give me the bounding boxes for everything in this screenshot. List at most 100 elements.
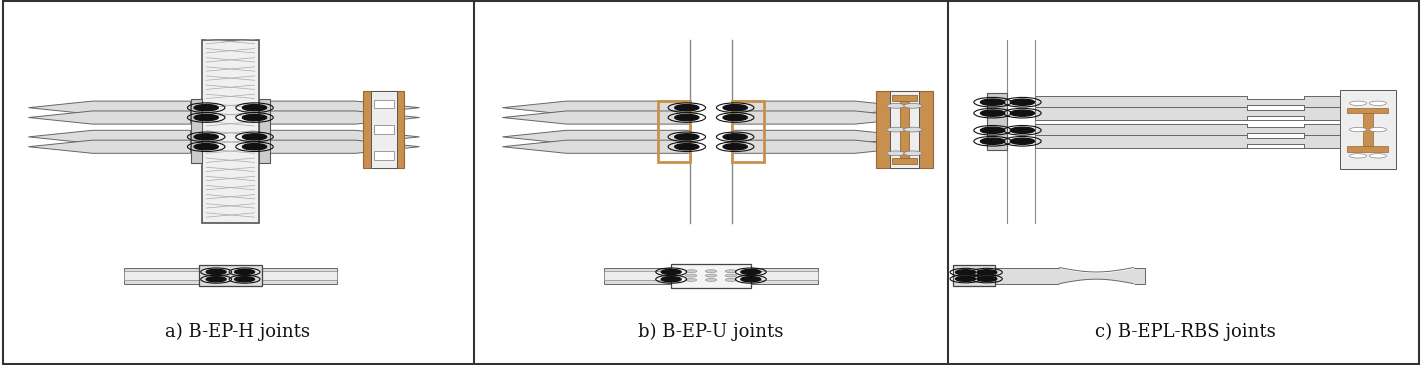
Text: b) B-EP-U joints: b) B-EP-U joints [638, 323, 784, 341]
Circle shape [206, 269, 226, 274]
Polygon shape [502, 101, 690, 114]
Bar [1348, 146, 1388, 151]
Bar [1035, 135, 1347, 148]
Bar [890, 91, 919, 168]
Bar [1247, 135, 1304, 138]
Circle shape [722, 114, 748, 120]
Circle shape [904, 151, 923, 155]
Circle shape [981, 99, 1004, 105]
Circle shape [904, 104, 923, 108]
Bar [259, 99, 270, 164]
Bar [732, 101, 764, 161]
Bar [960, 268, 1145, 284]
Circle shape [956, 276, 975, 281]
Circle shape [981, 127, 1004, 134]
Bar [371, 91, 397, 168]
Bar [1035, 107, 1347, 120]
Polygon shape [502, 140, 690, 153]
Circle shape [705, 270, 717, 273]
Circle shape [685, 274, 697, 277]
Circle shape [195, 144, 219, 150]
Circle shape [242, 114, 267, 120]
Bar [1247, 107, 1304, 110]
Bar [1247, 133, 1304, 137]
Bar [1340, 90, 1396, 169]
Polygon shape [28, 111, 191, 124]
Bar [1247, 105, 1304, 109]
Bar [202, 40, 259, 223]
Circle shape [981, 110, 1004, 116]
Circle shape [1010, 99, 1035, 105]
Bar [124, 271, 337, 280]
Bar [671, 264, 751, 288]
Bar [892, 158, 917, 164]
Circle shape [741, 269, 761, 274]
Circle shape [675, 104, 700, 111]
Circle shape [1349, 154, 1367, 158]
Circle shape [242, 104, 267, 111]
Circle shape [685, 270, 697, 273]
Circle shape [661, 269, 681, 274]
Circle shape [887, 151, 906, 155]
Circle shape [981, 138, 1004, 144]
Circle shape [977, 270, 997, 275]
Circle shape [887, 127, 906, 132]
Bar [987, 93, 1007, 150]
Bar [604, 271, 818, 280]
Circle shape [242, 144, 267, 150]
Polygon shape [270, 111, 419, 124]
Polygon shape [502, 130, 690, 143]
Bar [199, 265, 262, 287]
Circle shape [661, 277, 681, 282]
Bar [658, 101, 690, 161]
Text: a) B-EP-H joints: a) B-EP-H joints [165, 323, 310, 341]
Polygon shape [732, 101, 919, 114]
Circle shape [977, 276, 997, 281]
Circle shape [722, 104, 748, 111]
Circle shape [741, 277, 761, 282]
Circle shape [1010, 138, 1035, 144]
Circle shape [725, 278, 737, 281]
Circle shape [675, 114, 700, 120]
Circle shape [235, 277, 255, 282]
Bar [953, 265, 995, 286]
Bar [1348, 108, 1388, 113]
Polygon shape [28, 130, 191, 143]
Circle shape [235, 269, 255, 274]
Bar [1362, 113, 1374, 146]
Circle shape [206, 277, 226, 282]
Bar [374, 125, 394, 134]
Polygon shape [270, 130, 419, 143]
Polygon shape [270, 101, 419, 114]
Circle shape [1349, 101, 1367, 105]
Text: c) B-EPL-RBS joints: c) B-EPL-RBS joints [1095, 323, 1276, 341]
Circle shape [904, 127, 923, 132]
Circle shape [675, 144, 700, 150]
Circle shape [1369, 154, 1386, 158]
Circle shape [722, 134, 748, 140]
Bar [1247, 116, 1304, 120]
Circle shape [1010, 110, 1035, 116]
Bar [900, 101, 909, 158]
Bar [191, 99, 202, 164]
Circle shape [722, 144, 748, 150]
Polygon shape [732, 140, 919, 153]
Circle shape [195, 104, 219, 111]
Circle shape [1369, 127, 1386, 132]
Circle shape [195, 134, 219, 140]
Circle shape [1010, 127, 1035, 134]
Polygon shape [732, 130, 919, 143]
Polygon shape [502, 111, 690, 124]
Polygon shape [28, 140, 191, 153]
Bar [876, 91, 933, 168]
Bar [124, 268, 337, 284]
Circle shape [675, 134, 700, 140]
Circle shape [195, 114, 219, 120]
Bar [374, 151, 394, 160]
Bar [892, 95, 917, 101]
Circle shape [725, 270, 737, 273]
Bar [1247, 124, 1304, 127]
Circle shape [1349, 127, 1367, 132]
Circle shape [1369, 101, 1386, 105]
Circle shape [242, 134, 267, 140]
